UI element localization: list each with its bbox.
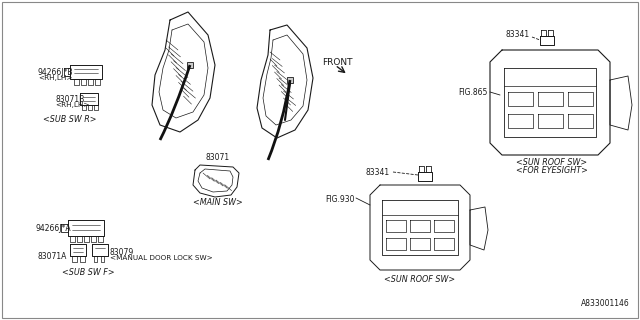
Text: 94266J*B: 94266J*B [38,68,74,77]
Text: <RH,LH>: <RH,LH> [38,75,72,81]
Text: 83071: 83071 [206,153,230,162]
Text: A833001146: A833001146 [581,299,630,308]
Bar [187,62,193,68]
Text: FIG.930: FIG.930 [326,195,355,204]
Text: <SUN ROOF SW>: <SUN ROOF SW> [516,158,588,167]
Text: 83341: 83341 [366,168,390,177]
Text: <SUN ROOF SW>: <SUN ROOF SW> [385,275,456,284]
Text: 83079: 83079 [110,248,134,257]
Text: 83071A: 83071A [38,252,67,261]
Text: <MANUAL DOOR LOCK SW>: <MANUAL DOOR LOCK SW> [110,255,212,261]
Text: <SUB SW R>: <SUB SW R> [44,115,97,124]
Text: 94266J*A: 94266J*A [35,224,70,233]
Text: <MAIN SW>: <MAIN SW> [193,198,243,207]
Text: 83071B: 83071B [55,95,84,104]
Bar [287,77,293,83]
Text: <SUB SW F>: <SUB SW F> [61,268,115,277]
Text: <RH,LH>: <RH,LH> [55,102,90,108]
Text: 83341: 83341 [506,30,530,39]
Text: <FOR EYESIGHT>: <FOR EYESIGHT> [516,166,588,175]
Text: FRONT: FRONT [322,58,353,67]
Text: FIG.865: FIG.865 [459,88,488,97]
